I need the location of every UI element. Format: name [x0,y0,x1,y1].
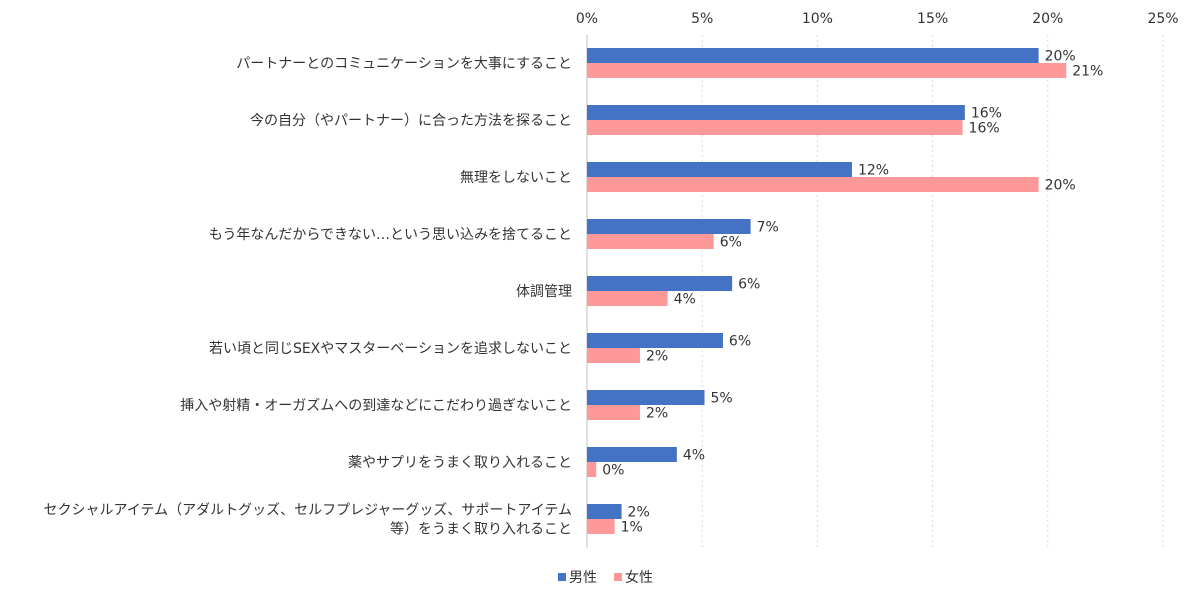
bar-female [587,405,640,420]
data-label: 2% [628,505,650,521]
x-tick-label: 20% [1032,11,1063,27]
bar-female [587,63,1067,78]
bar-female [587,291,668,306]
bar-male [587,48,1039,63]
data-label: 16% [971,106,1002,122]
legend-swatch [558,573,566,581]
data-label: 5% [711,391,733,407]
category-label: 今の自分（やパートナー）に合った方法を探ること [250,113,572,129]
category-label: 挿入や射精・オーガズムへの到達などにこだわり過ぎないこと [180,398,572,414]
legend-label: 男性 [569,570,597,586]
x-tick-label: 15% [917,11,948,27]
data-label: 6% [720,235,742,251]
bar-male [587,447,677,462]
data-label: 20% [1045,178,1076,194]
bar-male [587,276,733,291]
category-label: 無理をしないこと [460,170,572,186]
x-tick-label: 5% [691,11,713,27]
data-label: 21% [1072,64,1103,80]
category-label: 若い頃と同じSEXやマスターベーションを追求しないこと [209,341,572,357]
data-label: 16% [969,121,1000,137]
data-label: 12% [858,163,889,179]
category-label: 体調管理 [516,284,572,300]
data-label: 0% [602,463,624,479]
bar-male [587,504,622,519]
bar-male [587,390,705,405]
data-label: 6% [738,277,760,293]
bar-female [587,462,597,477]
data-label: 4% [683,448,705,464]
bar-male [587,219,751,234]
bar-female [587,234,714,249]
x-tick-label: 25% [1147,11,1178,27]
bar-male [587,333,723,348]
category-label: セクシャルアイテム（アダルトグッズ、セルフプレジャーグッズ、サポートアイテム [44,503,573,519]
data-label: 6% [729,334,751,350]
bar-female [587,177,1039,192]
bar-male [587,105,965,120]
data-label: 4% [674,292,696,308]
category-label: 薬やサプリをうまく取り入れること [348,455,572,471]
category-label: パートナーとのコミュニケーションを大事にすること [236,56,572,72]
bar-female [587,348,640,363]
x-tick-label: 10% [802,11,833,27]
x-tick-label: 0% [576,11,598,27]
bar-female [587,120,963,135]
data-label: 7% [757,220,779,236]
data-label: 1% [621,520,643,536]
legend-swatch [614,573,622,581]
bar-male [587,162,852,177]
data-label: 20% [1045,49,1076,65]
category-label: もう年なんだからできない…という思い込みを捨てること [209,226,572,243]
data-label: 2% [646,349,668,365]
bar-female [587,519,615,534]
category-label: 等）をうまく取り入れること [390,521,572,538]
data-label: 2% [646,406,668,422]
legend-label: 女性 [625,569,653,586]
